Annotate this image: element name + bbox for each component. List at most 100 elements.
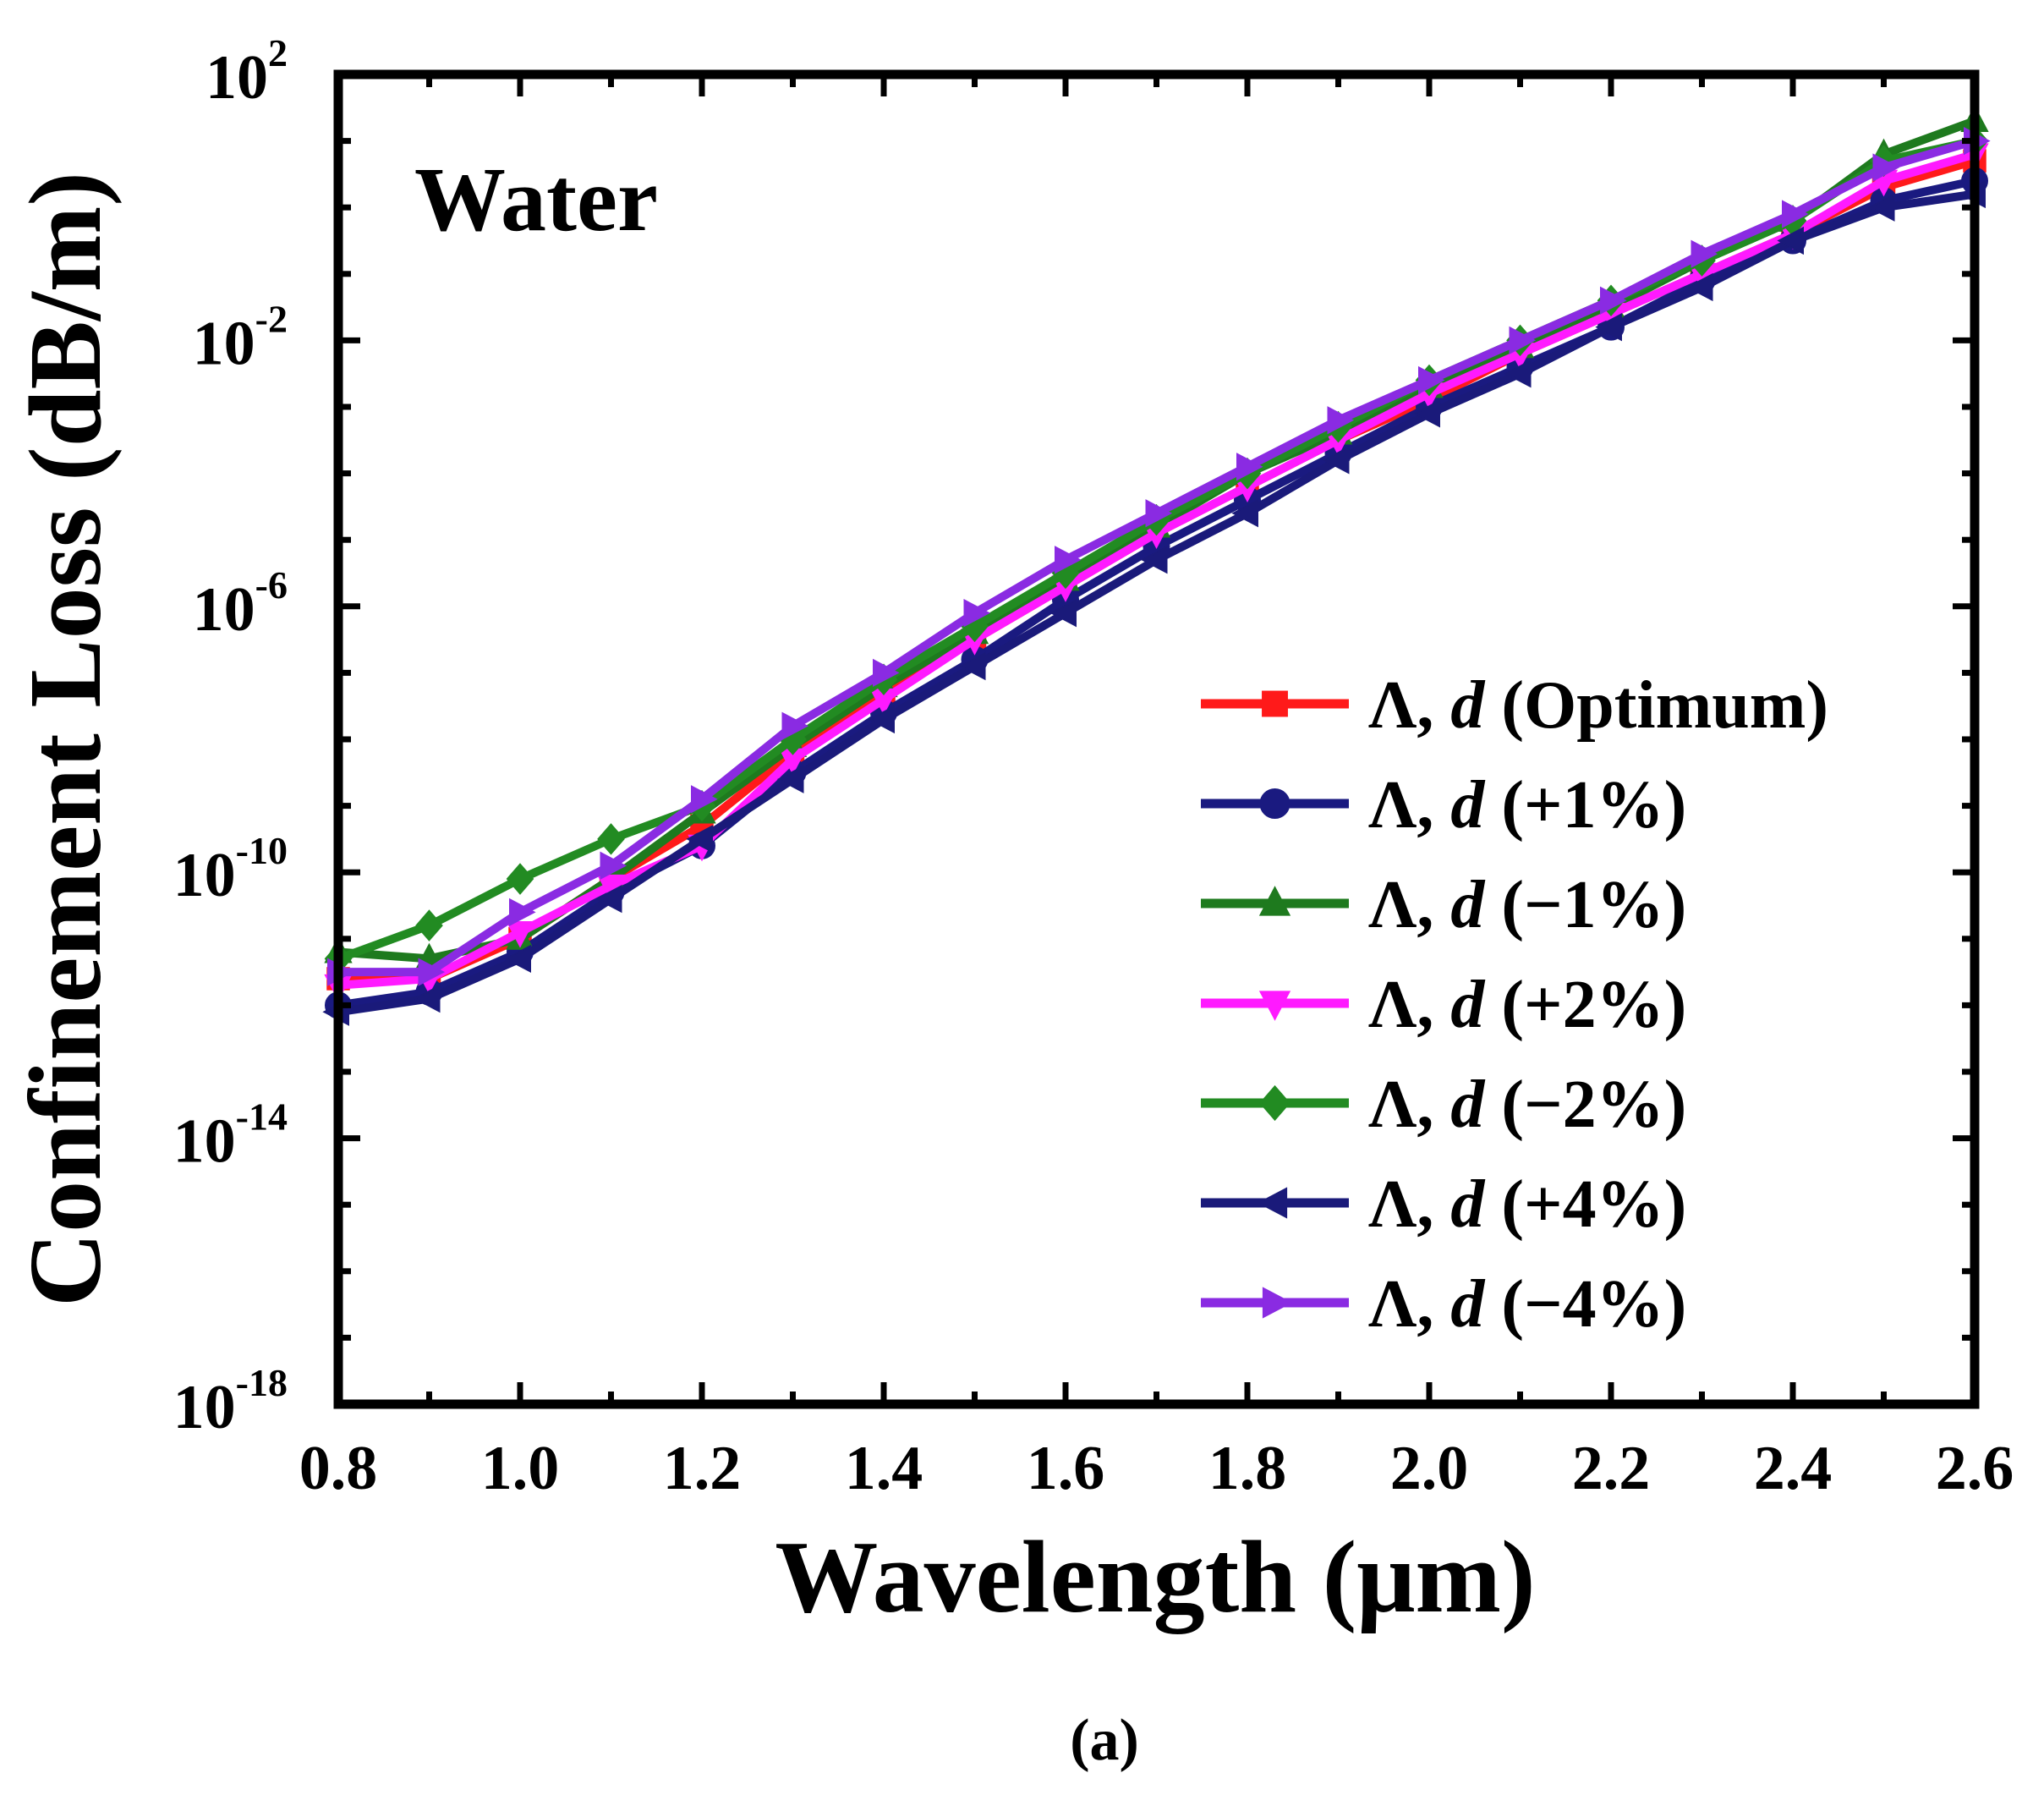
data-point <box>1413 399 1440 428</box>
legend-label-italic: d <box>1450 868 1485 942</box>
legend-swatch-marker <box>1258 886 1291 916</box>
y-tick-label: 10-2 <box>193 297 288 378</box>
y-tick-label: 10-10 <box>173 829 288 910</box>
y-tick-exponent: -14 <box>236 1095 288 1139</box>
legend-swatch-marker <box>1259 1084 1291 1122</box>
labels-layer: 0.8 1.0 1.2 1.4 1.6 1.8 2.0 2.2 2.4 2.610210-210-… <box>173 31 2014 1503</box>
legend-label-prefix: Λ, <box>1368 1068 1450 1142</box>
data-point <box>413 984 441 1013</box>
legend-label-prefix: Λ, <box>1368 668 1450 743</box>
legend-label-prefix: Λ, <box>1368 1267 1450 1342</box>
legend-label-suffix: (+2%) <box>1484 968 1686 1042</box>
legend-swatch-marker <box>1257 1187 1288 1219</box>
data-point <box>776 765 804 793</box>
data-point <box>1140 546 1168 574</box>
data-point <box>1691 239 1718 268</box>
data-point <box>509 898 536 927</box>
legend-entry: Λ, d (+2%) <box>1201 968 1686 1042</box>
x-axis-label: Wavelength (μm) <box>775 1520 1535 1634</box>
y-axis-label: Confinement Loss (dB/m) <box>8 172 123 1307</box>
data-point <box>1231 499 1258 528</box>
y-tick-base: 10 <box>173 1373 236 1442</box>
legend-entry: Λ, d (+4%) <box>1201 1167 1686 1242</box>
legend-label-italic: d <box>1450 668 1485 743</box>
series-line <box>337 189 1976 1017</box>
data-point <box>1867 193 1895 222</box>
legend: Λ, d (Optimum)Λ, d (+1%)Λ, d (−1%)Λ, d (… <box>1201 668 1828 1342</box>
legend-label-italic: d <box>1450 968 1485 1042</box>
x-tick-label: 1.0 <box>481 1434 560 1503</box>
y-tick-exponent: 2 <box>268 31 288 74</box>
legend-label-italic: d <box>1450 768 1485 843</box>
legend-label-suffix: (+1%) <box>1484 768 1686 843</box>
legend-label-prefix: Λ, <box>1368 1167 1450 1242</box>
legend-swatch-marker <box>1262 1287 1293 1319</box>
data-point <box>1418 365 1445 395</box>
data-point <box>595 884 622 914</box>
data-point <box>418 958 446 986</box>
x-tick-label: 2.2 <box>1572 1434 1651 1503</box>
x-tick-label: 2.6 <box>1936 1434 2014 1503</box>
data-point <box>1049 599 1077 628</box>
legend-label: Λ, d (+2%) <box>1368 968 1686 1042</box>
data-point <box>1327 406 1355 435</box>
ticks-layer <box>335 71 1978 1408</box>
data-point <box>1055 546 1082 574</box>
data-point <box>1236 453 1263 481</box>
data-point <box>691 785 718 814</box>
legend-entry: Λ, d (Optimum) <box>1201 668 1828 743</box>
legend-label-suffix: (Optimum) <box>1484 668 1828 743</box>
legend-swatch-marker <box>1259 788 1291 819</box>
data-point <box>1685 272 1713 302</box>
data-point <box>597 823 625 855</box>
legend-entry: Λ, d (−2%) <box>1201 1068 1686 1142</box>
y-tick-exponent: -18 <box>236 1361 288 1404</box>
legend-swatch-marker <box>1262 690 1288 717</box>
y-tick-base: 10 <box>193 309 255 378</box>
data-point <box>506 920 534 948</box>
legend-entry: Λ, d (−4%) <box>1201 1267 1686 1342</box>
legend-label: Λ, d (−4%) <box>1368 1267 1686 1342</box>
y-tick-label: 10-14 <box>173 1095 288 1177</box>
series-layer <box>322 105 1991 1026</box>
legend-label-suffix: (−4%) <box>1484 1267 1686 1342</box>
data-point <box>868 705 895 734</box>
x-tick-label: 2.4 <box>1754 1434 1833 1503</box>
legend-label-suffix: (−1%) <box>1484 868 1686 942</box>
y-tick-label: 10-6 <box>193 563 288 645</box>
data-point <box>963 599 991 628</box>
series-5 <box>322 179 1986 1026</box>
data-point <box>1509 326 1537 355</box>
data-point <box>1872 153 1900 182</box>
legend-label: Λ, d (+4%) <box>1368 1167 1686 1242</box>
data-point <box>1777 226 1804 255</box>
y-tick-base: 10 <box>193 575 255 645</box>
data-point <box>1322 446 1350 475</box>
legend-label-suffix: (−2%) <box>1484 1068 1686 1142</box>
data-point <box>686 825 713 854</box>
data-point <box>415 909 443 941</box>
data-point <box>1600 286 1627 315</box>
data-point <box>781 711 809 740</box>
y-tick-exponent: -10 <box>236 829 288 872</box>
x-tick-label: 1.6 <box>1027 1434 1105 1503</box>
legend-swatch-marker <box>1258 991 1291 1021</box>
legend-label: Λ, d (+1%) <box>1368 768 1686 843</box>
legend-label-suffix: (+4%) <box>1484 1167 1686 1242</box>
data-point <box>600 851 627 880</box>
legend-label-prefix: Λ, <box>1368 968 1450 1042</box>
legend-entry: Λ, d (+1%) <box>1201 768 1686 843</box>
legend-label-prefix: Λ, <box>1368 768 1450 843</box>
legend-label: Λ, d (Optimum) <box>1368 668 1828 743</box>
annotation-water: Water <box>414 150 658 250</box>
figure-caption: (a) <box>1070 1708 1139 1773</box>
data-point <box>504 944 531 974</box>
legend-entry: Λ, d (−1%) <box>1201 868 1686 942</box>
series-1 <box>325 167 1988 1019</box>
x-tick-label: 1.8 <box>1208 1434 1287 1503</box>
series-0 <box>326 149 1986 991</box>
legend-label-prefix: Λ, <box>1368 868 1450 942</box>
y-tick-exponent: -6 <box>255 563 288 607</box>
